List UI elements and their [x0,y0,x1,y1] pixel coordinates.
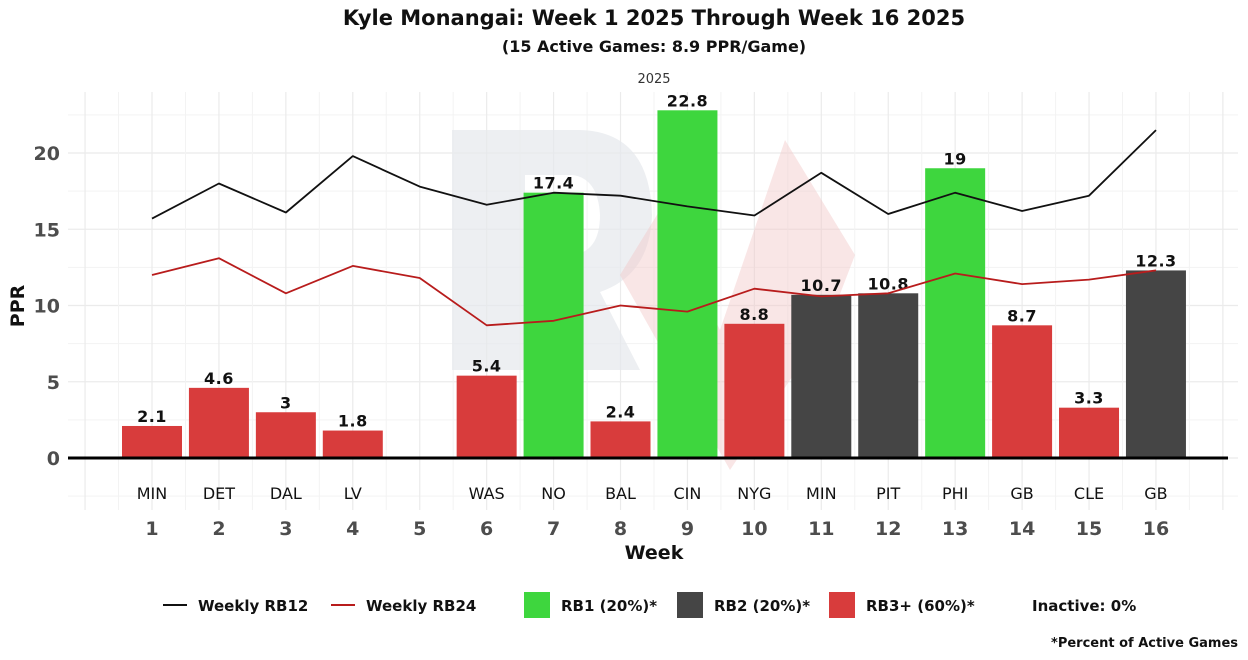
bar-value-label: 5.4 [472,357,502,376]
bar-value-label: 8.7 [1007,306,1037,325]
x-tick-label: 13 [942,518,968,540]
opponent-label: MIN [137,484,168,503]
x-tick-label: 2 [212,518,225,540]
opponent-label: NO [541,484,566,503]
x-tick-label: 1 [145,518,158,540]
bar-week-11 [791,294,852,458]
x-tick-label: 6 [480,518,493,540]
chart-subtitle: (15 Active Games: 8.9 PPR/Game) [502,37,806,56]
opponent-label: CIN [674,484,702,503]
opponent-label: WAS [469,484,505,503]
opponent-label: PHI [942,484,968,503]
bar-value-label: 3.3 [1074,389,1104,408]
opponent-label: NYG [737,484,771,503]
x-tick-label: 3 [279,518,292,540]
footnote: *Percent of Active Games [1051,636,1238,651]
bar-value-label: 4.6 [204,369,234,388]
bar-week-14 [992,325,1053,458]
line-weekly-rb12 [151,129,1157,220]
bar-week-2 [188,387,249,458]
legend-box-swatch [677,592,703,618]
watermark-arrow-shape [620,140,855,470]
x-tick-label: 9 [681,518,694,540]
x-tick-label: 5 [413,518,426,540]
legend-box-swatch [524,592,550,618]
y-tick-label: 10 [34,296,60,318]
bar-week-6 [456,375,517,458]
bars [122,110,1186,459]
bar-value-label: 17.4 [533,174,574,193]
chart-title: Kyle Monangai: Week 1 2025 Through Week … [343,6,965,30]
y-tick-label: 0 [47,448,60,470]
opponent-label: DET [203,484,235,503]
x-tick-label: 14 [1009,518,1035,540]
bar-value-label: 2.1 [137,407,167,426]
bar-week-9 [657,110,718,459]
x-tick-label: 10 [741,518,767,540]
bar-value-label: 2.4 [606,402,636,421]
bar-week-10 [724,323,785,458]
opponent-label: BAL [605,484,636,503]
legend-label-rb1-20: RB1 (20%)* [561,597,657,615]
x-tick-label: 11 [808,518,834,540]
lines [151,129,1157,327]
opponent-label: PIT [876,484,900,503]
opponent-label: GB [1010,484,1033,503]
legend-label-weekly-rb12: Weekly RB12 [198,597,308,615]
bar-value-label: 22.8 [667,91,708,110]
x-tick-label: 4 [346,518,359,540]
x-tick-label: 15 [1076,518,1102,540]
y-tick-label: 15 [34,219,60,241]
opponent-label: GB [1144,484,1167,503]
line-weekly-rb24 [151,257,1157,327]
x-axis-ticks: 1 2 3 4 5 6 7 8 9 10 11 12 13 14 15 16 [145,518,1169,540]
legend-label-rb3-60: RB3+ (60%)* [866,597,975,615]
bar-value-label: 3 [280,393,292,412]
bar-value-label: 8.8 [739,305,769,324]
bar-week-13 [925,168,986,458]
bar-week-8 [590,421,651,458]
x-tick-label: 16 [1143,518,1169,540]
opponent-label: DAL [270,484,302,503]
bar-value-label: 10.8 [867,274,908,293]
legend-box-swatch [829,592,855,618]
bar-week-12 [858,293,919,458]
bar-week-3 [255,412,316,458]
opponent-labels: MIN DET DAL LV WAS NO BAL CIN NYG MIN PIT PHI GB CLE G… [137,484,1168,503]
bar-value-label: 12.3 [1135,251,1176,270]
opponent-label: LV [344,484,362,503]
y-axis-title: PPR [7,284,29,327]
bar-week-16 [1125,270,1186,458]
bar-value-label: 1.8 [338,412,368,431]
bar-week-4 [322,430,383,458]
facet-label: 2025 [637,72,670,87]
bar-value-label: 10.7 [801,276,842,295]
y-axis-ticks: 0 5 10 15 20 [34,143,60,470]
x-tick-label: 7 [547,518,560,540]
opponent-label: CLE [1074,484,1104,503]
x-axis-title: Week [625,542,684,564]
bar-week-1 [122,425,182,458]
legend-label-rb2-20: RB2 (20%)* [714,597,810,615]
legend-label-weekly-rb24: Weekly RB24 [366,597,476,615]
bar-week-15 [1059,407,1120,458]
legend: Weekly RB12 Weekly RB24 RB1 (20%)* RB2 (20%… [163,592,1136,618]
x-tick-label: 12 [875,518,901,540]
bar-labels: 2.1 4.6 3 1.8 5.4 17.4 2.4 22.8 8.8 10.7 10.8 19 8.7… [137,91,1176,431]
legend-label-inactive: Inactive: 0% [1032,597,1136,615]
y-tick-label: 5 [47,372,60,394]
bar-week-7 [523,192,584,458]
y-tick-label: 20 [34,143,60,165]
x-tick-label: 8 [614,518,627,540]
bar-value-label: 19 [944,149,967,168]
opponent-label: MIN [806,484,837,503]
